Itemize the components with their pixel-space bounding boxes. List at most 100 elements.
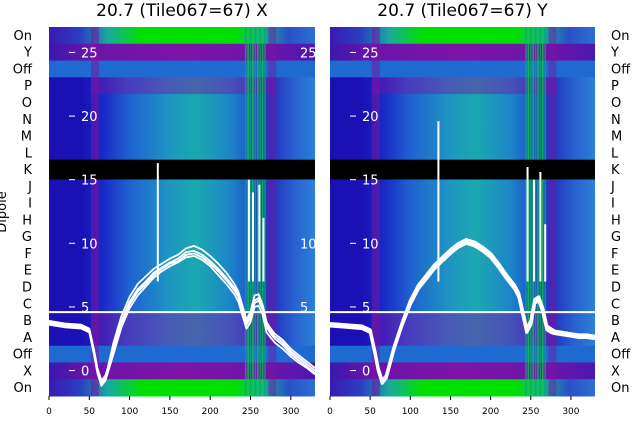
flagged-row-k [49, 159, 315, 180]
x-tick-label: 300 [562, 407, 579, 417]
dipole-label-left: H [22, 213, 32, 228]
x-tick-label: 0 [327, 407, 333, 417]
panel-title-x: 20.7 (Tile067=67) X [96, 1, 268, 21]
dipole-label-left: On [14, 381, 32, 396]
bright-channel-stripe [264, 27, 266, 396]
overlay-line-3 [329, 240, 596, 384]
dipole-label-left: E [24, 264, 32, 279]
heatmap-tint-row [371, 312, 557, 329]
dipole-label-left: K [23, 163, 32, 178]
bright-channel-stripe [529, 27, 532, 396]
dipole-label-left: N [22, 113, 32, 128]
dipole-label-right: C [611, 297, 620, 312]
dipole-label-left: C [23, 297, 32, 312]
overlay-y-tick-label: 5 [81, 301, 89, 316]
x-tick-label: 200 [202, 407, 219, 417]
dipole-label-left: On [14, 29, 32, 44]
heatmap-band-right [268, 27, 277, 396]
bright-channel-stripe [249, 27, 252, 396]
overlay-y-tick-label: 10 [81, 237, 98, 252]
x-tick-label: 100 [121, 407, 138, 417]
dipole-label-left: G [22, 230, 32, 245]
dipole-label-left: D [22, 280, 32, 295]
x-tick-label: 150 [161, 407, 178, 417]
overlay-y-tick-label: 25 [362, 46, 379, 61]
dipole-label-right: Y [610, 46, 619, 61]
dipole-label-left: X [23, 364, 32, 379]
overlay-y-tick-label-edge: 25 [300, 46, 317, 61]
dipole-label-left: I [28, 197, 32, 212]
overlay-y-tick-label-edge: 10 [300, 237, 317, 252]
dipole-label-right: N [611, 113, 621, 128]
overlay-y-tick-label: 15 [81, 174, 98, 189]
bright-channel-stripe [537, 27, 539, 396]
dipole-label-left: M [21, 130, 32, 145]
x-tick-label: 100 [402, 407, 419, 417]
y-axis-label: Dipole [0, 191, 10, 232]
bright-channel-stripe [261, 27, 264, 396]
dipole-label-right: On [611, 381, 629, 396]
dipole-label-right: O [611, 96, 621, 111]
x-tick-label: 50 [84, 407, 96, 417]
overlay-y-tick-label: 25 [81, 46, 98, 61]
dipole-label-left: F [25, 247, 32, 262]
x-tick-label: 250 [242, 407, 259, 417]
heatmap-tint-row [90, 328, 277, 346]
dipole-label-left: A [23, 331, 32, 346]
dipole-label-left: L [25, 146, 33, 161]
dipole-label-right: Off [611, 348, 631, 363]
overlay-y-tick-label: 20 [81, 110, 98, 125]
dipole-label-right: G [611, 230, 621, 245]
heatmap-layer [49, 27, 595, 397]
overlay-y-tick-label-edge: 5 [300, 301, 308, 316]
x-tick-label: 0 [46, 407, 52, 417]
bright-channel-stripe [542, 27, 544, 396]
x-tick-label: 150 [442, 407, 459, 417]
dipole-label-right: J [610, 180, 615, 195]
overlay-line-2 [48, 255, 316, 387]
x-tick-label: 200 [482, 407, 499, 417]
dipole-label-right: X [611, 364, 620, 379]
dipole-label-left: P [24, 79, 32, 94]
dipole-label-right: F [611, 247, 618, 262]
dipole-label-right: A [611, 331, 620, 346]
dipole-label-left: B [23, 314, 32, 329]
x-tick-label: 50 [364, 407, 376, 417]
dipole-label-left: Y [23, 46, 32, 61]
bright-channel-stripe [525, 27, 527, 396]
overlay-y-tick-label: 5 [362, 301, 370, 316]
panel-title-y: 20.7 (Tile067=67) Y [377, 1, 548, 21]
overlay-lines-layer [48, 121, 596, 387]
overlay-y-tick-label: 0 [362, 365, 370, 380]
dipole-label-right: I [611, 197, 615, 212]
dipole-label-right: M [611, 130, 622, 145]
axes-layer: 20.7 (Tile067=67) X0 50 100 150 200 250 300051… [0, 1, 631, 417]
x-tick-label: 300 [282, 407, 299, 417]
heatmap-band-right [548, 27, 557, 396]
overlay-y-tick-label: 10 [362, 237, 379, 252]
dipole-label-left: Off [13, 348, 33, 363]
heatmap-band-left [90, 27, 99, 396]
heatmap-tint-row [371, 77, 557, 95]
x-tick-label: 250 [522, 407, 539, 417]
dipole-label-right: H [611, 213, 621, 228]
flagged-row-k [330, 159, 595, 180]
dipole-label-left: J [27, 180, 32, 195]
heatmap-tint-row [90, 312, 277, 329]
dipole-label-left: O [22, 96, 32, 111]
overlay-line-4 [48, 252, 316, 382]
bright-channel-stripe [544, 27, 547, 396]
dipole-label-right: L [611, 146, 619, 161]
overlay-y-tick-label: 20 [362, 110, 379, 125]
bright-channel-stripe [254, 27, 257, 396]
overlay-y-tick-label: 15 [362, 174, 379, 189]
dipole-label-right: E [611, 264, 619, 279]
dipole-label-right: D [611, 280, 621, 295]
heatmap-tint-row [90, 77, 277, 95]
dipole-label-right: Off [611, 62, 631, 77]
dipole-label-left: Off [13, 62, 33, 77]
heatmap-band-left [371, 27, 380, 396]
dipole-label-right: K [611, 163, 620, 178]
bright-channel-stripe [534, 27, 537, 396]
